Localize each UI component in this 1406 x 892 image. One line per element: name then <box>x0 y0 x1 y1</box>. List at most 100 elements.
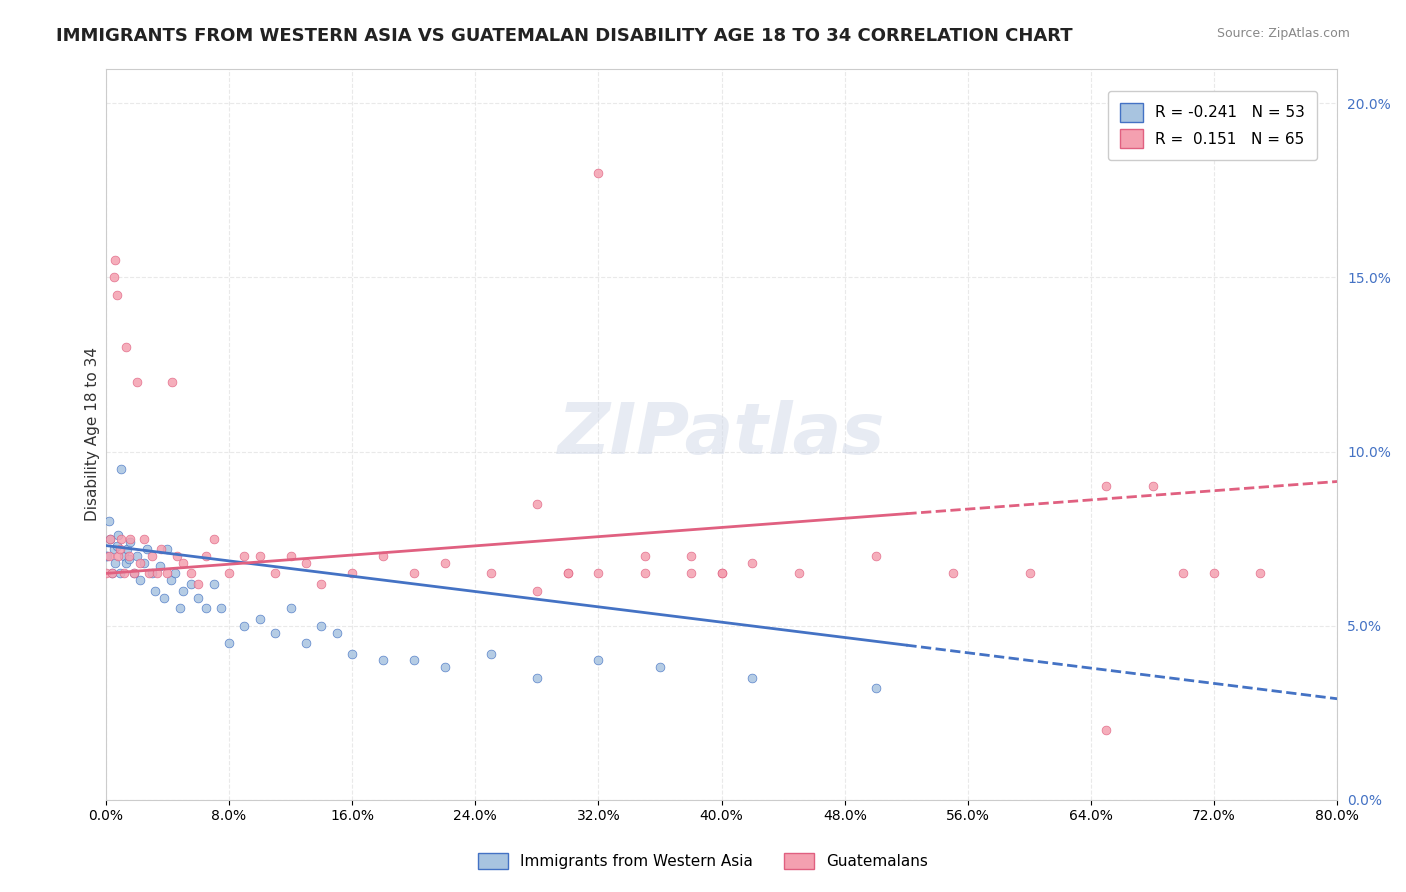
Point <box>103 270 125 285</box>
Point <box>100 532 122 546</box>
Point <box>115 556 138 570</box>
Point <box>311 618 333 632</box>
Point <box>1142 479 1164 493</box>
Point <box>865 681 887 696</box>
Point <box>634 549 657 563</box>
Y-axis label: Disability Age 18 to 34: Disability Age 18 to 34 <box>86 347 100 521</box>
Point <box>710 566 733 581</box>
Point <box>1173 566 1195 581</box>
Point <box>107 549 129 563</box>
Point <box>122 566 145 581</box>
Point <box>128 574 150 588</box>
Text: Source: ZipAtlas.com: Source: ZipAtlas.com <box>1216 27 1350 40</box>
Point <box>110 462 132 476</box>
Point <box>172 583 194 598</box>
Point <box>187 577 209 591</box>
Point <box>180 566 202 581</box>
Point <box>280 601 302 615</box>
Point <box>94 566 117 581</box>
Point <box>218 636 240 650</box>
Point <box>1095 723 1118 738</box>
Point <box>787 566 810 581</box>
Point <box>233 618 256 632</box>
Point <box>526 497 548 511</box>
Point <box>402 566 425 581</box>
Point <box>194 601 217 615</box>
Point <box>107 528 129 542</box>
Point <box>149 559 172 574</box>
Point <box>125 375 148 389</box>
Point <box>218 566 240 581</box>
Point <box>588 653 610 667</box>
Point <box>402 653 425 667</box>
Point <box>101 566 124 581</box>
Point <box>202 532 225 546</box>
Point <box>150 542 173 557</box>
Point <box>588 166 610 180</box>
Point <box>557 566 579 581</box>
Point <box>159 574 181 588</box>
Point <box>115 340 138 354</box>
Point <box>118 552 141 566</box>
Point <box>165 566 187 581</box>
Point <box>97 549 120 563</box>
Point <box>233 549 256 563</box>
Point <box>588 566 610 581</box>
Point <box>433 556 456 570</box>
Point <box>295 556 318 570</box>
Point <box>117 542 139 557</box>
Text: IMMIGRANTS FROM WESTERN ASIA VS GUATEMALAN DISABILITY AGE 18 TO 34 CORRELATION C: IMMIGRANTS FROM WESTERN ASIA VS GUATEMAL… <box>56 27 1073 45</box>
Point <box>145 566 167 581</box>
Point <box>326 625 349 640</box>
Point <box>526 583 548 598</box>
Point <box>1249 566 1271 581</box>
Point <box>1095 479 1118 493</box>
Point <box>433 660 456 674</box>
Point <box>108 542 131 557</box>
Point <box>679 549 702 563</box>
Point <box>105 288 128 302</box>
Point <box>209 601 232 615</box>
Point <box>526 671 548 685</box>
Point <box>371 549 394 563</box>
Point <box>105 539 128 553</box>
Point <box>249 612 271 626</box>
Point <box>136 542 159 557</box>
Point <box>180 577 202 591</box>
Point <box>264 625 287 640</box>
Point <box>120 535 142 549</box>
Point <box>143 583 166 598</box>
Text: ZIPatlas: ZIPatlas <box>558 400 886 468</box>
Legend: R = -0.241   N = 53, R =  0.151   N = 65: R = -0.241 N = 53, R = 0.151 N = 65 <box>1108 91 1317 161</box>
Point <box>865 549 887 563</box>
Point <box>340 647 363 661</box>
Point <box>557 566 579 581</box>
Point <box>264 566 287 581</box>
Point <box>169 601 191 615</box>
Point <box>710 566 733 581</box>
Point <box>160 375 183 389</box>
Legend: Immigrants from Western Asia, Guatemalans: Immigrants from Western Asia, Guatemalan… <box>471 847 935 875</box>
Point <box>194 549 217 563</box>
Point <box>166 549 188 563</box>
Point <box>340 566 363 581</box>
Point <box>122 566 145 581</box>
Point <box>118 549 141 563</box>
Point <box>138 566 160 581</box>
Point <box>280 549 302 563</box>
Point <box>1204 566 1226 581</box>
Point <box>295 636 318 650</box>
Point <box>141 566 163 581</box>
Point <box>172 556 194 570</box>
Point <box>134 556 156 570</box>
Point <box>479 566 502 581</box>
Point <box>249 549 271 563</box>
Point <box>679 566 702 581</box>
Point <box>110 532 132 546</box>
Point <box>156 542 179 557</box>
Point <box>311 577 333 591</box>
Point <box>108 566 131 581</box>
Point <box>112 549 135 563</box>
Point <box>156 566 179 581</box>
Point <box>97 514 120 528</box>
